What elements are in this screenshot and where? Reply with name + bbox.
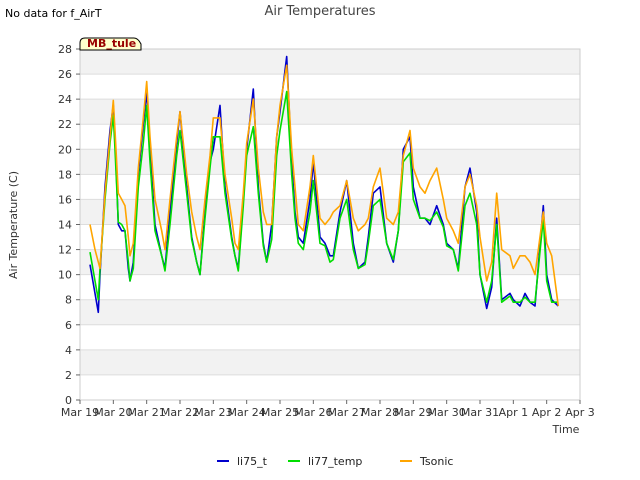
y-tick-label: 6 (65, 319, 72, 332)
y-tick-label: 22 (58, 118, 72, 131)
legend-entry: Tsonic (419, 455, 453, 468)
y-tick-label: 20 (58, 143, 72, 156)
station-label-box: MB_tule (79, 37, 142, 51)
series-line-li77-temp (89, 90, 559, 304)
y-tick-label: 4 (65, 344, 72, 357)
x-tick-label: Mar 30 (428, 406, 466, 419)
y-tick-label: 26 (58, 68, 72, 81)
y-tick-label: 10 (58, 269, 72, 282)
x-tick-label: Apr 2 (532, 406, 562, 419)
x-tick-label: Mar 20 (94, 406, 132, 419)
x-tick-label: Mar 28 (361, 406, 399, 419)
y-axis-label: Air Temperature (C) (7, 171, 20, 279)
x-tick-label: Mar 27 (328, 406, 366, 419)
legend-entry: li75_t (237, 455, 268, 468)
y-tick-label: 16 (58, 193, 72, 206)
x-tick-label: Apr 1 (499, 406, 529, 419)
y-tick-label: 28 (58, 43, 72, 56)
y-tick-label: 12 (58, 244, 72, 257)
y-tick-label: 18 (58, 168, 72, 181)
x-tick-label: Mar 21 (128, 406, 166, 419)
y-tick-label: 0 (65, 394, 72, 407)
series-line-tsonic (89, 64, 560, 307)
x-tick-label: Mar 24 (228, 406, 266, 419)
grid-band (80, 149, 580, 175)
y-tick-label: 8 (65, 294, 72, 307)
x-tick-label: Mar 22 (161, 406, 199, 419)
x-tick-label: Apr 3 (565, 406, 595, 419)
legend-entry: li77_temp (308, 455, 362, 468)
x-tick-label: Mar 26 (294, 406, 332, 419)
grid-band (80, 299, 580, 325)
grid-band (80, 99, 580, 125)
x-axis-label: Time (552, 423, 580, 436)
y-tick-label: 14 (58, 219, 72, 232)
x-tick-label: Mar 29 (394, 406, 432, 419)
chart-title: Air Temperatures (264, 4, 376, 19)
x-tick-label: Mar 25 (261, 406, 299, 419)
x-tick-label: Mar 23 (194, 406, 232, 419)
y-tick-label: 2 (65, 369, 72, 382)
station-label: MB_tule (87, 37, 136, 50)
no-data-message: No data for f_AirT (5, 7, 102, 20)
y-tick-label: 24 (58, 93, 72, 106)
legend: li75_t li77_temp Tsonic (217, 455, 453, 468)
series-line-li75-t (89, 55, 559, 314)
grid-band (80, 49, 580, 75)
grid-band (80, 349, 580, 375)
x-tick-label: Mar 19 (61, 406, 99, 419)
x-tick-label: Mar 31 (461, 406, 499, 419)
